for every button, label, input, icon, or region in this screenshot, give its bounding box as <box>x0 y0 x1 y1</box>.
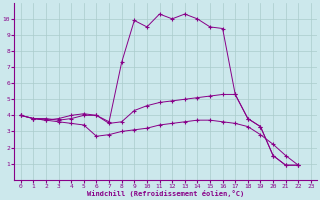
X-axis label: Windchill (Refroidissement éolien,°C): Windchill (Refroidissement éolien,°C) <box>87 190 244 197</box>
